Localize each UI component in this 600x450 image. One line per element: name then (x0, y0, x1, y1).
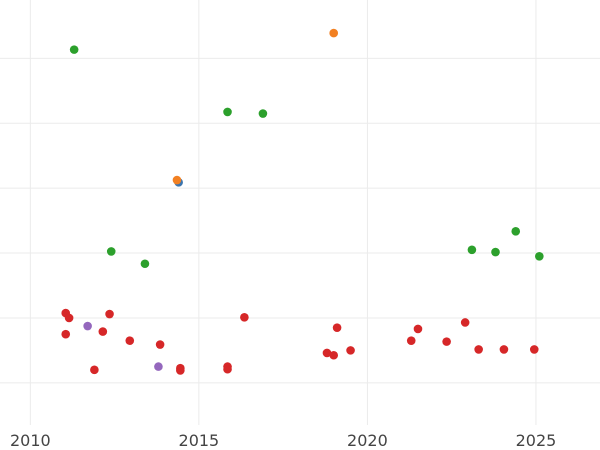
x-tick-label: 2010 (10, 431, 51, 450)
data-point-purple (154, 362, 163, 371)
data-point-green (535, 251, 544, 261)
data-point-green (511, 227, 521, 236)
x-tick-label: 2025 (516, 431, 557, 450)
data-point-red (346, 346, 355, 355)
data-point-red (329, 350, 339, 360)
data-point-red (155, 340, 165, 349)
data-point-purple (83, 321, 92, 331)
data-point-red (64, 313, 74, 323)
data-point-red (413, 324, 423, 334)
data-point-red (105, 309, 114, 319)
data-point-orange (329, 28, 339, 38)
data-point-green (140, 259, 150, 269)
data-point-red (460, 318, 470, 327)
data-point-green (258, 109, 268, 118)
x-tick-label: 2020 (347, 431, 388, 450)
grid-layer (0, 0, 600, 425)
data-point-red (322, 348, 332, 358)
data-point-red (442, 337, 451, 346)
x-axis-ticks: 2010 2015 2020 2025 (10, 431, 556, 450)
data-point-green (69, 45, 79, 54)
data-point-red (125, 336, 135, 345)
points-layer (61, 28, 544, 375)
data-point-green (491, 247, 500, 257)
data-point-green (223, 107, 232, 117)
x-tick-label: 2015 (179, 431, 220, 450)
data-point-red (474, 345, 483, 354)
data-point-red (176, 366, 185, 375)
data-point-red (406, 336, 416, 345)
data-point-green (467, 245, 477, 255)
data-point-red (90, 365, 99, 375)
data-point-red (332, 323, 342, 332)
data-point-red (529, 345, 539, 354)
data-point-red (223, 364, 232, 374)
data-point-red (98, 327, 108, 336)
data-point-red (240, 312, 249, 322)
data-point-green (106, 247, 116, 256)
data-point-red (499, 345, 509, 354)
data-point-red (61, 329, 71, 339)
data-point-orange (172, 175, 182, 185)
